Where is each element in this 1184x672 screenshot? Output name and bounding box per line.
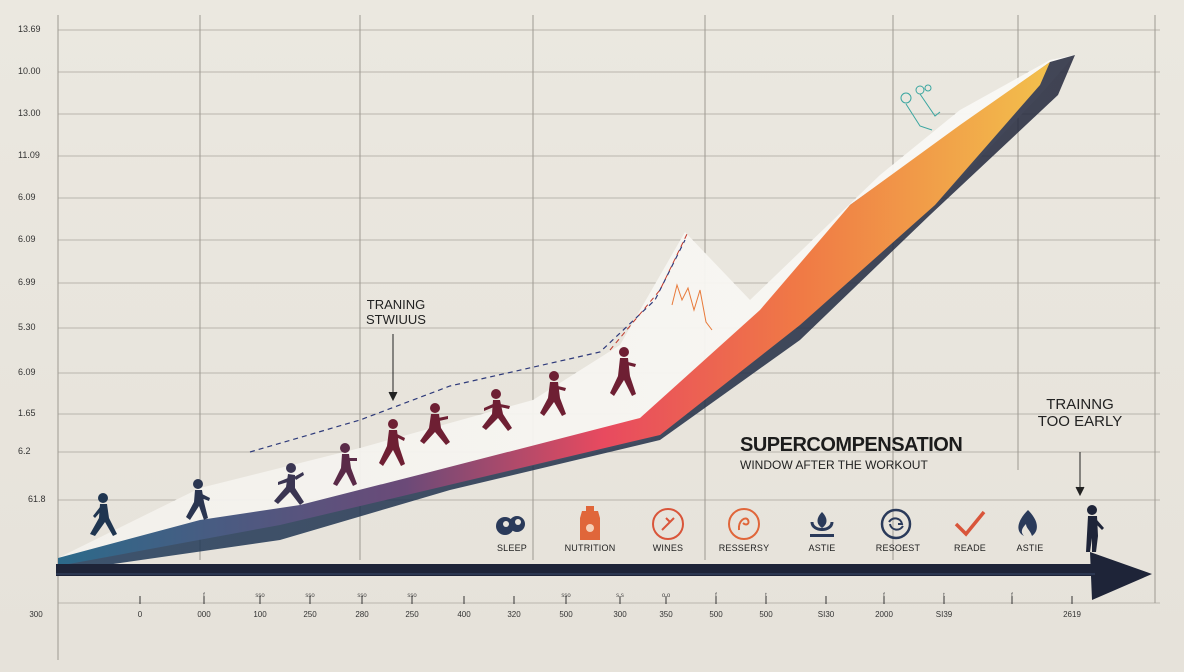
too-early-pointer-arrow [1075, 452, 1085, 497]
runner-figure [610, 347, 636, 396]
too-early-line1: TRAINNG [1046, 396, 1114, 413]
x-axis-label: 300 [613, 610, 627, 619]
peak-zigzag [671, 283, 713, 331]
y-axis-label: 13.00 [18, 108, 41, 118]
resersy-icon [728, 508, 760, 540]
flame-icon [1018, 510, 1037, 536]
supercompensation-annotation: SUPERCOMPENSATION WINDOW AFTER THE WORKO… [740, 434, 980, 473]
runner-figure [540, 371, 566, 416]
y-axis-label: 6.09 [18, 192, 36, 202]
x-minor-label: sso [357, 593, 367, 599]
x-axis-label: 250 [303, 610, 317, 619]
x-minor-label: sso [255, 593, 265, 599]
sketch-ornament [900, 84, 941, 131]
runner-figure [186, 479, 210, 520]
y-axis-label: 10.00 [18, 66, 41, 76]
runner-figure [482, 389, 512, 431]
x-minor-label: f [203, 593, 205, 599]
training-stimulus-annotation: TRANING STWIUUS [366, 297, 426, 328]
x-axis-label: SI30 [817, 610, 835, 619]
recovery-label: SLEEP [496, 543, 528, 553]
resoest-icon [880, 508, 912, 540]
nutrition-bottle-icon [580, 506, 600, 540]
runner-figure [333, 443, 357, 486]
x-minor-label: f [1011, 593, 1013, 599]
recovery-label: WINES [652, 543, 684, 553]
timeline-arrow [56, 552, 1152, 600]
x-axis-label: 0 [137, 610, 143, 619]
recovery-label: READE [953, 543, 987, 553]
too-early-line2: TOO EARLY [1037, 413, 1123, 431]
x-minor-label: f [883, 593, 885, 599]
training-stimulus-line1: TRANING [366, 297, 426, 312]
y-axis-label: 6.99 [18, 277, 36, 287]
y-axis-label: 1.65 [18, 408, 36, 418]
training-stimulus-dashed-line [249, 239, 686, 453]
y-axis-label: 13.69 [18, 24, 41, 34]
x-axis-label: 2000 [875, 610, 893, 619]
recovery-label: ASTIE [808, 543, 836, 553]
supercompensation-title: SUPERCOMPENSATION [740, 434, 963, 456]
x-axis-label: 320 [507, 610, 521, 619]
runner-figure [90, 493, 117, 536]
y-axis-label: 11.09 [18, 150, 40, 160]
x-minor-label: f [715, 593, 717, 599]
runner-figure [420, 403, 450, 445]
runner-silhouettes [90, 347, 1104, 552]
supercompensation-subtitle: WINDOW AFTER THE WORKOUT [740, 458, 928, 472]
x-axis-label: 400 [457, 610, 471, 619]
x-axis-label: 280 [355, 610, 369, 619]
x-axis-label: 500 [759, 610, 773, 619]
x-axis-label: 350 [659, 610, 673, 619]
recovery-label: RESOEST [875, 543, 921, 553]
x-minor-label: t [943, 593, 945, 599]
x-minor-label: t [765, 593, 767, 599]
wines-icon [652, 508, 684, 540]
training-too-early-annotation: TRAINNG TOO EARLY [1030, 396, 1130, 431]
y-axis-label: 6.09 [18, 234, 36, 244]
x-axis-label: 500 [559, 610, 573, 619]
recovery-label: NUTRITION [564, 543, 616, 553]
x-minor-label: sso [305, 593, 315, 599]
x-minor-label: o.o [661, 593, 671, 599]
x-minor-label: sso [407, 593, 417, 599]
astie-icon [810, 512, 834, 537]
stimulus-pointer-arrow [388, 334, 398, 402]
y-axis-label: 5.30 [18, 322, 36, 332]
runner-figure [379, 419, 405, 466]
peak-dashed-line [609, 231, 689, 351]
sleep-icon [496, 516, 525, 535]
standing-figure [1086, 505, 1104, 552]
x-minor-label: s.s [616, 593, 624, 599]
x-minor-label: sso [561, 593, 571, 599]
x-axis-label: 500 [709, 610, 723, 619]
recovery-label: RESSERSY [718, 543, 770, 553]
x-axis-label: 250 [405, 610, 419, 619]
bottom-axis-ticks [139, 596, 1073, 604]
y-axis-label: 6.09 [18, 367, 36, 377]
training-stimulus-line2: STWIUUS [366, 311, 426, 327]
recovery-label: ASTIE [1016, 543, 1044, 553]
paper-surface [58, 55, 1075, 560]
y-axis-label: 6.2 [18, 446, 31, 456]
runner-figure [274, 463, 304, 505]
y-axis-label: 61.8 [28, 494, 46, 504]
x-axis-label: 100 [253, 610, 267, 619]
x-axis-label: SI39 [935, 610, 953, 619]
x-axis-label: 2619 [1063, 610, 1081, 619]
checkmark-icon [954, 510, 986, 537]
x-axis-label: 000 [197, 610, 211, 619]
x-axis-label: 300 [29, 610, 43, 619]
